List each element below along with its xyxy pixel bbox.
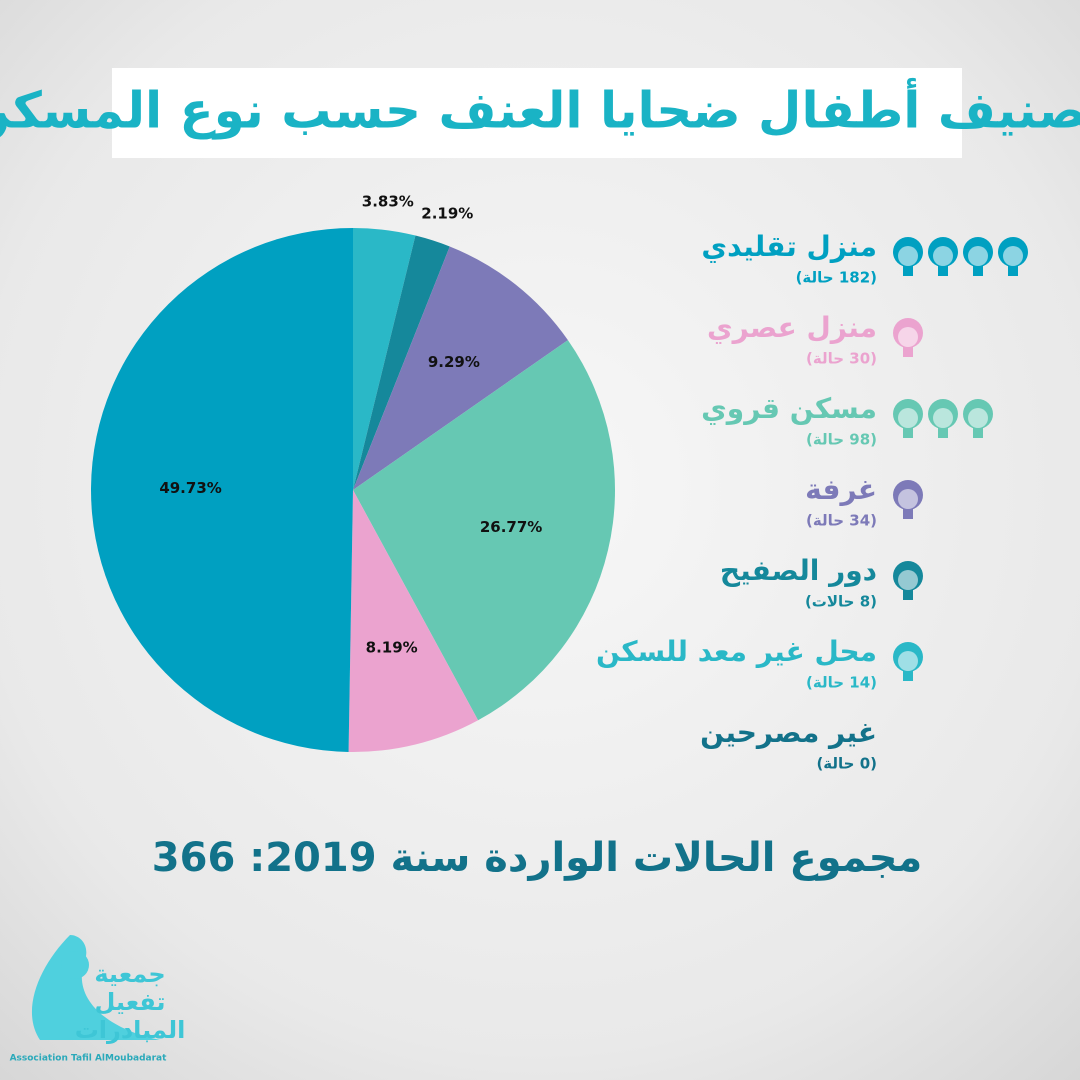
legend-note: (14 حالة) [806,674,877,692]
legend-note: (0 حالة) [816,755,877,773]
legend-icon-face [968,408,988,428]
legend-icon-face [898,489,918,509]
legend-note: (34 حالة) [806,512,877,530]
legend-icon-face [898,408,918,428]
legend-icon-neck [938,428,948,438]
legend-icon-face [898,246,918,266]
pie-slice [353,246,568,490]
logo-line: تفعيل [94,988,165,1016]
legend-icon-neck [903,347,913,357]
legend-icon-neck [973,428,983,438]
slice-label: 9.29% [428,353,480,371]
legend-note: (8 حالات) [805,593,877,611]
legend-icon-neck [903,266,913,276]
legend-note: (30 حالة) [806,350,877,368]
legend-icon-neck [973,266,983,276]
slice-label: 2.19% [421,204,473,222]
slice-label: 26.77% [480,518,542,536]
slice-label: 3.83% [362,193,414,211]
logo-head [61,951,89,979]
slice-label: 49.73% [159,479,221,497]
legend-icon-face [898,570,918,590]
chart-title: تصنيف أطفال ضحايا العنف حسب نوع المسكن [0,78,1080,141]
legend-icon-neck [938,266,948,276]
legend-label: مسكن قروي [701,392,877,425]
legend-label: محل غير معد للسكن [596,635,877,668]
legend-note: (182 حالة) [796,269,877,287]
legend-label: منزل عصري [707,311,877,344]
legend-icon-face [1003,246,1023,266]
pie-slice [353,340,615,721]
legend-label: منزل تقليدي [701,230,877,263]
logo-line: جمعية [94,960,165,988]
pie-slice [91,228,353,752]
legend-icon-neck [903,428,913,438]
legend-icon-neck [1008,266,1018,276]
legend-icon-face [933,408,953,428]
logo-line: المبادرات [75,1016,186,1044]
logo-english: Association Tafil AlMoubadarat [10,1054,168,1064]
legend-icon-neck [903,671,913,681]
legend-label: دور الصفيح [720,554,877,587]
pie-slice [348,490,479,752]
title-box [112,68,962,158]
legend-icon-face [933,246,953,266]
legend-label: غير مصرحين [700,716,877,749]
slice-label: 8.19% [366,638,418,656]
pie-slice [353,235,450,490]
legend-icon-face [968,246,988,266]
legend-note: (98 حالة) [806,431,877,449]
pie-slice [353,228,416,490]
legend-icon-neck [903,509,913,519]
legend-label: غرفة [805,473,877,506]
legend-icon-face [898,327,918,347]
legend-icon-neck [903,590,913,600]
total: مجموع الحالات الواردة سنة 2019: 366 [152,835,922,881]
legend-icon-face [898,651,918,671]
